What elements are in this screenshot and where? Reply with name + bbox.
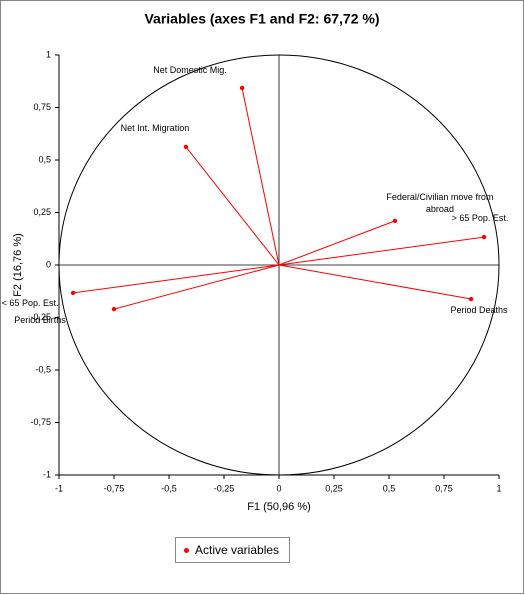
point xyxy=(481,234,487,240)
point xyxy=(111,306,117,312)
x-tick-label: -0,25 xyxy=(214,483,235,493)
point xyxy=(392,218,398,224)
point-label: Net Domestic Mig. xyxy=(153,64,227,75)
point-label: Period Deaths xyxy=(450,305,508,316)
point-label: Federal/Civilian move from abroad xyxy=(386,191,494,214)
x-tick-label: 0,5 xyxy=(383,483,396,493)
vector xyxy=(113,264,280,310)
vector xyxy=(278,264,472,300)
y-tick-label: 1 xyxy=(46,49,51,59)
x-axis-label: F1 (50,96 %) xyxy=(247,501,311,513)
legend-label: Active variables xyxy=(195,543,280,557)
y-tick-label: 0 xyxy=(46,259,51,269)
point-label: Net Int. Migration xyxy=(120,122,190,133)
vector xyxy=(278,236,485,266)
x-tick-label: -1 xyxy=(55,483,63,493)
correlation-circle xyxy=(58,54,500,476)
vector xyxy=(241,87,280,266)
x-tick-label: 0 xyxy=(276,483,281,493)
y-tick-label: 0,75 xyxy=(33,102,51,112)
x-tick-label: -0,75 xyxy=(104,483,125,493)
y-tick-label: -0,5 xyxy=(35,364,51,374)
y-tick-label: -1 xyxy=(43,469,51,479)
y-tick-label: 0,25 xyxy=(33,207,51,217)
point xyxy=(183,144,189,150)
point xyxy=(468,296,474,302)
legend: Active variables xyxy=(175,537,290,563)
x-tick-label: 0,25 xyxy=(325,483,343,493)
x-tick-label: -0,5 xyxy=(161,483,177,493)
y-tick-label: -0,75 xyxy=(30,417,51,427)
legend-marker xyxy=(184,547,189,553)
point xyxy=(70,290,76,296)
chart-title: Variables (axes F1 and F2: 67,72 %) xyxy=(144,11,379,27)
y-tick-label: -0,25 xyxy=(30,312,51,322)
vector xyxy=(73,264,280,294)
x-tick-label: 0,75 xyxy=(435,483,453,493)
vector xyxy=(185,146,280,266)
y-tick-label: 0,5 xyxy=(38,154,51,164)
point-label: Period Births xyxy=(14,315,66,326)
x-tick-label: 1 xyxy=(496,483,501,493)
point-label: < 65 Pop. Est. xyxy=(1,297,59,308)
point xyxy=(239,85,245,91)
y-axis-label: F2 (16,76 %) xyxy=(12,233,24,297)
vector xyxy=(278,220,396,266)
point-label: > 65 Pop. Est. xyxy=(451,213,509,224)
